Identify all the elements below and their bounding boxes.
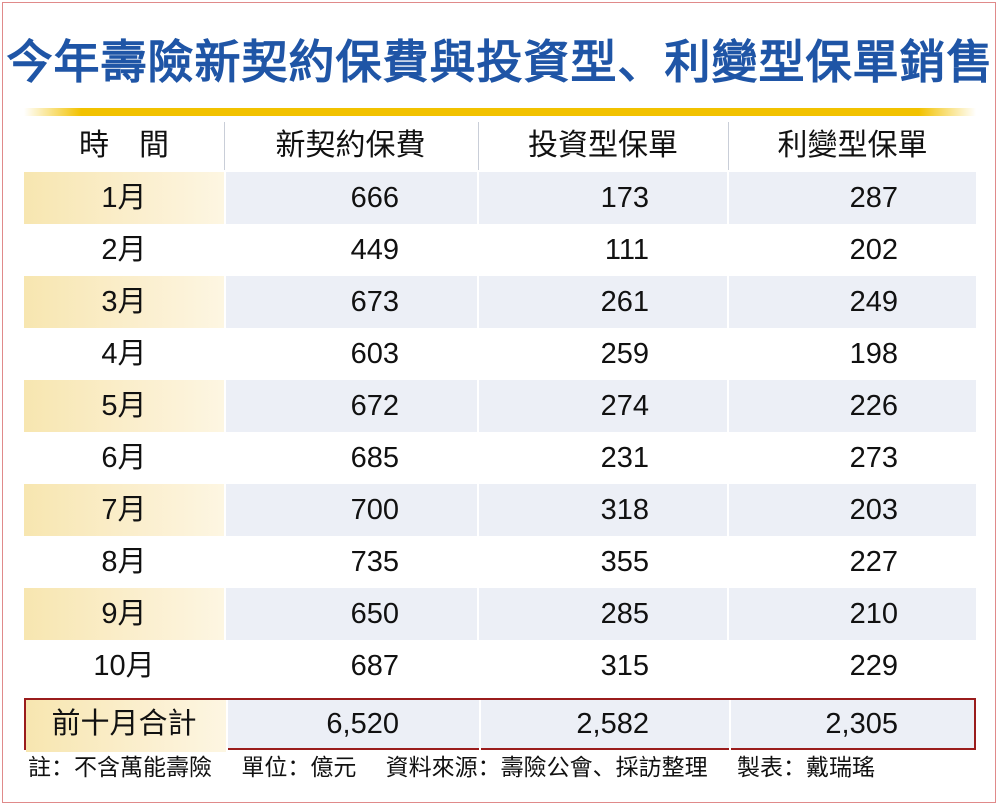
total-label: 前十月合計 xyxy=(51,708,197,740)
investment-cell: 274 xyxy=(600,390,649,422)
column-header-new-premium: 新契約保費 xyxy=(275,128,426,163)
table-row: 7月 700 318 203 xyxy=(24,484,976,536)
table-row: 5月 672 274 226 xyxy=(24,380,976,432)
unit-label: 單位：億元 xyxy=(241,755,357,781)
investment-cell: 355 xyxy=(600,546,649,578)
table-row: 3月 673 261 249 xyxy=(24,276,976,328)
table-row: 2月 449 111 202 xyxy=(24,224,976,276)
column-divider xyxy=(477,172,479,692)
header-divider xyxy=(478,122,479,170)
new-premium-cell: 685 xyxy=(350,442,399,474)
chart-title: 今年壽險新契約保費與投資型、利變型保單銷售 xyxy=(6,35,994,89)
row-shade-data xyxy=(224,276,976,328)
row-shade-data xyxy=(224,588,976,640)
new-premium-cell: 687 xyxy=(350,650,399,682)
interest-sensitive-cell: 227 xyxy=(849,546,898,578)
source-label: 資料來源：壽險公會、採訪整理 xyxy=(385,755,708,781)
new-premium-cell: 650 xyxy=(350,598,399,630)
table-header-row: 時 間 新契約保費 投資型保單 利變型保單 xyxy=(24,120,976,172)
table-row: 6月 685 231 273 xyxy=(24,432,976,484)
row-shade-month xyxy=(24,380,224,432)
month-cell: 2月 xyxy=(101,234,147,266)
investment-cell: 261 xyxy=(600,286,649,318)
table-row: 9月 650 285 210 xyxy=(24,588,976,640)
month-cell: 3月 xyxy=(101,286,147,318)
interest-sensitive-cell: 287 xyxy=(849,182,898,214)
month-cell: 1月 xyxy=(101,182,147,214)
month-cell: 7月 xyxy=(101,494,147,526)
investment-cell: 285 xyxy=(600,598,649,630)
new-premium-cell: 735 xyxy=(350,546,399,578)
total-row-frame xyxy=(24,698,976,752)
title-underline xyxy=(24,108,976,116)
month-cell: 10月 xyxy=(93,650,155,682)
interest-sensitive-cell: 273 xyxy=(849,442,898,474)
investment-cell: 111 xyxy=(604,234,649,266)
row-shade-month xyxy=(24,276,224,328)
new-premium-cell: 666 xyxy=(350,182,399,214)
column-divider xyxy=(224,172,226,692)
total-investment: 2,582 xyxy=(576,708,649,740)
total-month-shade xyxy=(26,700,226,752)
investment-cell: 173 xyxy=(600,182,649,214)
total-divider xyxy=(226,700,228,752)
interest-sensitive-cell: 203 xyxy=(849,494,898,526)
row-shade-data xyxy=(224,484,976,536)
footnote: 註：不含萬能壽險 xyxy=(28,755,212,781)
column-header-interest-sensitive: 利變型保單 xyxy=(777,128,928,163)
row-shade-month xyxy=(24,172,224,224)
month-cell: 9月 xyxy=(101,598,147,630)
interest-sensitive-cell: 210 xyxy=(849,598,898,630)
interest-sensitive-cell: 229 xyxy=(849,650,898,682)
table-row: 10月 687 315 229 xyxy=(24,640,976,692)
row-shade-data xyxy=(224,172,976,224)
new-premium-cell: 700 xyxy=(350,494,399,526)
investment-cell: 315 xyxy=(600,650,649,682)
row-shade-month xyxy=(24,484,224,536)
header-divider xyxy=(224,122,225,170)
month-cell: 8月 xyxy=(101,546,147,578)
total-interest-sensitive: 2,305 xyxy=(825,708,898,740)
month-cell: 5月 xyxy=(101,390,147,422)
header-divider xyxy=(728,122,729,170)
column-divider xyxy=(727,172,729,692)
column-header-time: 時 間 xyxy=(79,128,169,163)
new-premium-cell: 673 xyxy=(350,286,399,318)
row-shade-month xyxy=(24,588,224,640)
table-row: 8月 735 355 227 xyxy=(24,536,976,588)
total-divider xyxy=(479,700,481,752)
total-divider xyxy=(729,700,731,752)
investment-cell: 318 xyxy=(600,494,649,526)
table-row: 1月 666 173 287 xyxy=(24,172,976,224)
total-row: 前十月合計 6,520 2,582 2,305 xyxy=(24,698,976,752)
month-cell: 6月 xyxy=(101,442,147,474)
new-premium-cell: 449 xyxy=(350,234,399,266)
interest-sensitive-cell: 226 xyxy=(849,390,898,422)
table-row: 4月 603 259 198 xyxy=(24,328,976,380)
column-header-investment: 投資型保單 xyxy=(528,128,678,163)
total-new-premium: 6,520 xyxy=(326,708,399,740)
interest-sensitive-cell: 198 xyxy=(849,338,898,370)
new-premium-cell: 603 xyxy=(350,338,399,370)
interest-sensitive-cell: 249 xyxy=(849,286,898,318)
investment-cell: 259 xyxy=(600,338,649,370)
row-shade-data xyxy=(224,380,976,432)
footer-notes: 註：不含萬能壽險 單位：億元 資料來源：壽險公會、採訪整理 製表：戴瑞瑤 xyxy=(28,748,875,782)
maker-label: 製表：戴瑞瑤 xyxy=(736,755,875,781)
interest-sensitive-cell: 202 xyxy=(849,234,898,266)
new-premium-cell: 672 xyxy=(350,390,399,422)
investment-cell: 231 xyxy=(600,442,649,474)
month-cell: 4月 xyxy=(101,338,147,370)
